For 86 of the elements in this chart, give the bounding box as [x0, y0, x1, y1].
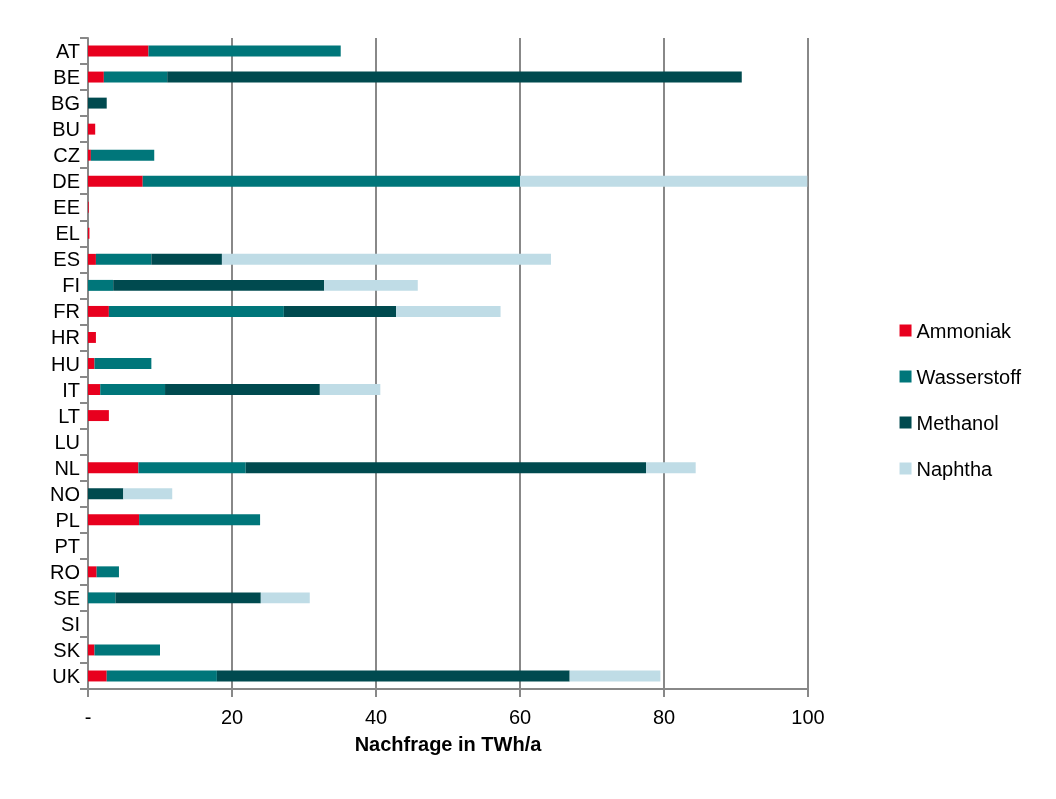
y-tick-label: SI	[61, 612, 80, 635]
y-tick-label: ES	[53, 248, 80, 271]
bar	[88, 97, 107, 109]
bar	[396, 305, 501, 317]
y-tick-label: FI	[62, 274, 80, 297]
y-tick-label: AT	[55, 40, 80, 63]
x-tick-label: 40	[364, 706, 388, 728]
legend-label: Wasserstoff	[916, 365, 1022, 388]
bar	[123, 488, 173, 500]
y-tick-label: FR	[53, 300, 80, 323]
bar	[260, 592, 310, 604]
bar	[88, 331, 96, 343]
bar	[94, 644, 160, 656]
y-tick-label: NL	[54, 456, 80, 479]
bar	[90, 149, 155, 161]
y-tick-label: LT	[58, 404, 80, 427]
bar	[88, 410, 109, 422]
x-tick-label: 60	[508, 706, 532, 728]
y-tick-label: IT	[62, 378, 80, 401]
y-tick-label: EL	[55, 222, 80, 245]
y-tick-label: HU	[51, 352, 80, 375]
bar	[88, 514, 140, 526]
y-tick-label: DE	[52, 170, 80, 193]
bar	[88, 123, 96, 135]
bar	[646, 462, 696, 474]
bar	[88, 175, 143, 187]
bar	[113, 279, 325, 291]
bar	[88, 488, 124, 500]
bar	[100, 384, 166, 396]
bar	[520, 175, 808, 187]
bar	[88, 644, 95, 656]
bar	[88, 462, 139, 474]
bar	[88, 358, 95, 369]
bar	[88, 45, 149, 57]
x-tick-label: -	[84, 706, 92, 728]
bar	[324, 279, 418, 291]
bar	[167, 71, 742, 83]
y-tick-label: BU	[52, 118, 80, 141]
x-tick-label: 20	[220, 706, 244, 728]
y-tick-label: SK	[53, 638, 81, 661]
y-tick-label: RO	[50, 560, 80, 583]
bar	[88, 592, 116, 604]
x-axis-title: Nachfrage in TWh/a	[354, 733, 543, 755]
bar	[319, 384, 381, 396]
legend-label: Methanol	[916, 411, 999, 434]
y-tick-label: HR	[51, 326, 80, 349]
bar	[95, 253, 152, 265]
bar	[221, 253, 551, 265]
bar	[283, 305, 397, 317]
legend-label: Ammoniak	[916, 319, 1012, 342]
y-tick-label: EE	[53, 196, 80, 219]
bar	[88, 279, 114, 291]
bar	[88, 149, 91, 161]
bar	[88, 566, 97, 578]
bar	[148, 45, 341, 57]
bar	[115, 592, 261, 604]
bar	[88, 253, 96, 265]
y-tick-label: BG	[51, 92, 80, 115]
bar	[103, 71, 168, 83]
bar	[94, 358, 152, 369]
y-tick-label: NO	[50, 482, 80, 505]
bar	[108, 305, 284, 317]
bar	[165, 384, 320, 396]
bar	[142, 175, 520, 187]
bar	[88, 71, 104, 83]
bar	[139, 514, 261, 526]
y-tick-label: BE	[53, 66, 80, 89]
bar	[106, 670, 217, 682]
bar	[569, 670, 661, 682]
bar	[216, 670, 570, 682]
bar	[151, 253, 222, 265]
bar	[96, 566, 119, 578]
y-tick-label: LU	[54, 430, 80, 453]
y-tick-label: UK	[52, 664, 81, 687]
y-tick-label: SE	[53, 586, 80, 609]
x-tick-label: 100	[791, 706, 825, 728]
y-tick-label: CZ	[53, 144, 80, 167]
x-tick-label: 80	[652, 706, 676, 728]
legend-label: Naphtha	[916, 457, 994, 480]
y-tick-label: PL	[55, 508, 80, 531]
bar	[88, 670, 107, 682]
bar	[88, 384, 101, 396]
bar	[88, 305, 109, 317]
bar	[138, 462, 246, 474]
bar	[245, 462, 646, 474]
y-tick-label: PT	[54, 534, 80, 557]
